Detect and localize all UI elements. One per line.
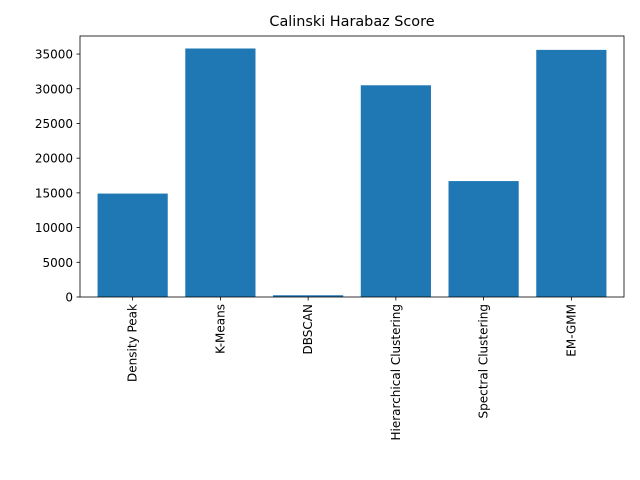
bar-hierarchical-clustering: [360, 85, 431, 297]
bar-density-peak: [97, 193, 168, 297]
x-axis: Density Peak K-Means DBSCAN Hierarchical Cl…: [126, 297, 578, 440]
x-tick-label: K-Means: [213, 304, 227, 354]
bar-spectral-clustering: [448, 181, 519, 297]
x-tick-label: Spectral Clustering: [477, 304, 491, 419]
x-tick-label: EM-GMM: [564, 304, 578, 357]
x-tick-label: Density Peak: [126, 304, 140, 382]
y-tick-label: 30000: [35, 82, 73, 96]
bars-group: [97, 48, 607, 297]
y-tick-label: 0: [65, 291, 73, 305]
bar-dbscan: [273, 295, 344, 297]
bar-k-means: [185, 48, 256, 297]
plot-frame: [79, 35, 625, 298]
x-tick-label: Hierarchical Clustering: [389, 304, 403, 440]
bar-em-gmm: [536, 49, 607, 297]
x-tick-label: DBSCAN: [301, 304, 315, 354]
y-tick-label: 15000: [35, 186, 73, 200]
y-tick-label: 35000: [35, 48, 73, 62]
y-tick-label: 25000: [35, 117, 73, 131]
y-tick-label: 10000: [35, 221, 73, 235]
y-axis: 0 5000 10000 15000 20000 25000 30000 35000: [35, 48, 80, 305]
y-tick-label: 20000: [35, 152, 73, 166]
chart-title: Calinski Harabaz Score: [269, 14, 434, 30]
y-tick-label: 5000: [42, 256, 73, 270]
